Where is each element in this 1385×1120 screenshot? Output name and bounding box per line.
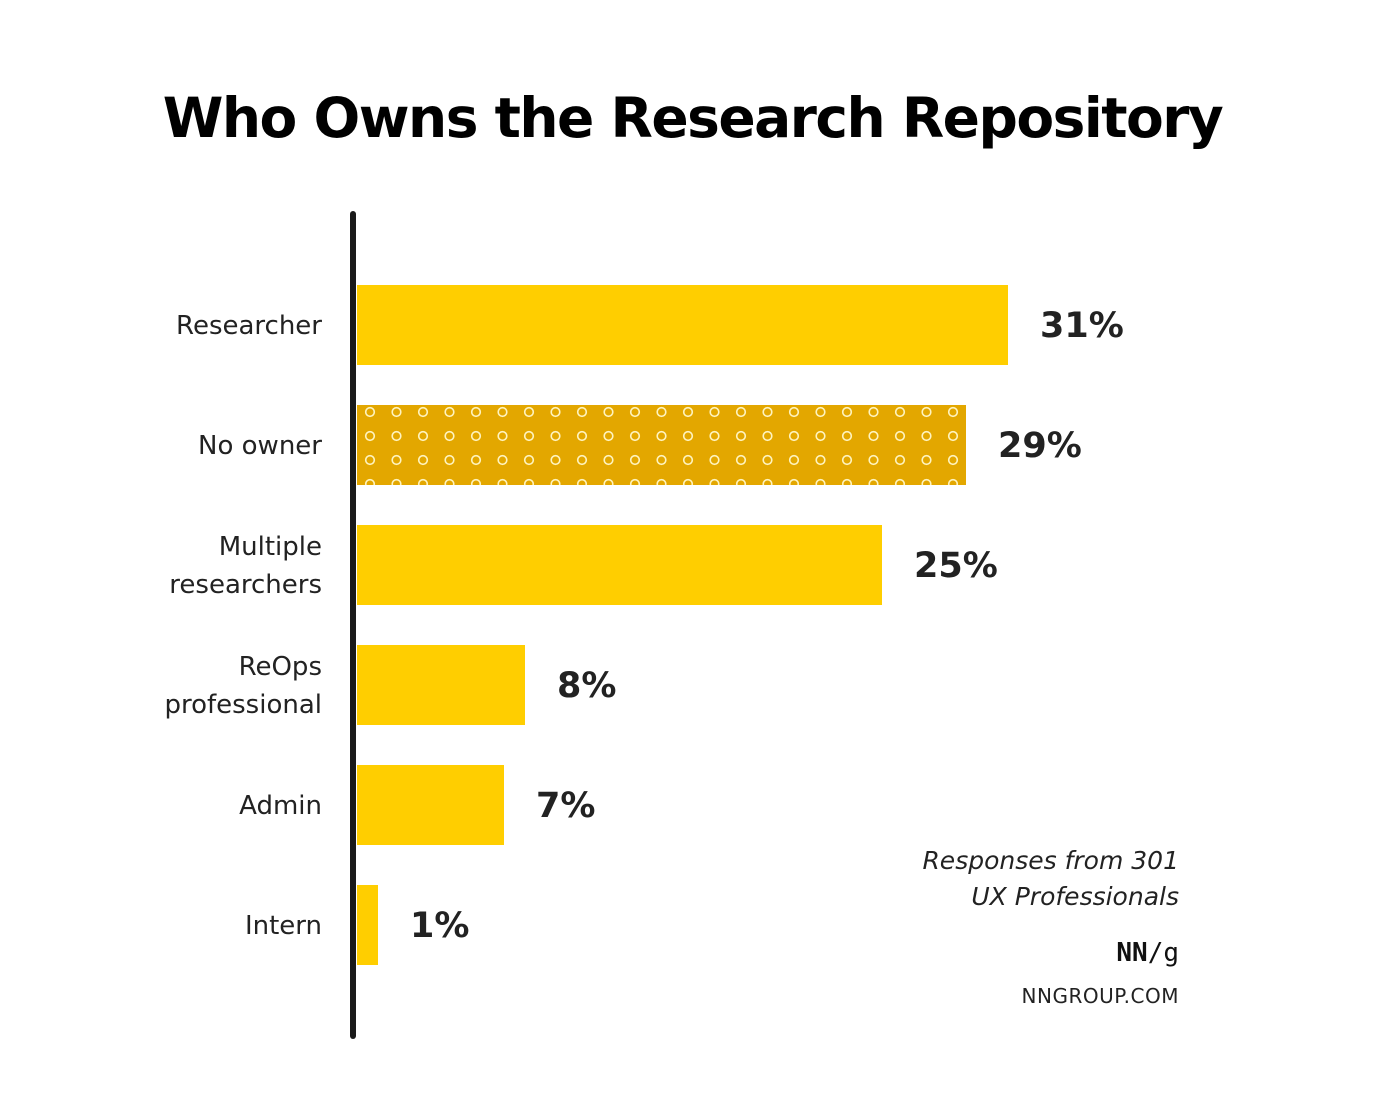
category-label-line: No owner [198, 431, 322, 461]
category-label: ReOps professional [164, 652, 322, 720]
bar-researcher [357, 285, 1008, 365]
value-label: 7% [536, 786, 595, 826]
value-label: 8% [557, 666, 616, 706]
bar-intern [357, 885, 378, 965]
category-label-line: Researcher [176, 311, 322, 341]
category-label-line: Intern [245, 911, 322, 941]
bar-admin [357, 765, 504, 845]
chart-title: Who Owns the Research Repository [162, 86, 1224, 150]
bars-layer [357, 285, 1008, 965]
category-label-line: ReOps [239, 652, 322, 682]
value-label: 1% [410, 906, 469, 946]
footnote: Responses from 301 UX Professionals [779, 843, 1179, 915]
nng-logo-bold: NN [1116, 938, 1148, 968]
labels-layer: 31% Researcher 29% No owner 25% Multiple resea… [164, 306, 1123, 946]
category-label: Intern [245, 911, 322, 941]
value-label: 29% [998, 426, 1082, 466]
category-label: Multiple researchers [169, 532, 322, 600]
brand-url: NNGROUP.COM [1021, 984, 1179, 1008]
nng-logo-rest: /g [1147, 938, 1179, 968]
footnote-line-1: Responses from 301 [922, 846, 1179, 875]
bar-multiple-researchers [357, 525, 882, 605]
value-label: 25% [914, 546, 998, 586]
bar-reops-professional [357, 645, 525, 725]
nng-logo: NN/g [1116, 938, 1179, 968]
category-label: No owner [198, 431, 322, 461]
category-label-line: Admin [239, 791, 322, 821]
category-label-line: Multiple [219, 532, 322, 562]
category-label: Researcher [176, 311, 322, 341]
value-label: 31% [1040, 306, 1124, 346]
category-label-line: researchers [169, 570, 322, 600]
bar-no-owner [357, 405, 966, 485]
category-label: Admin [239, 791, 322, 821]
category-label-line: professional [164, 690, 322, 720]
footnote-line-2: UX Professionals [971, 882, 1179, 911]
